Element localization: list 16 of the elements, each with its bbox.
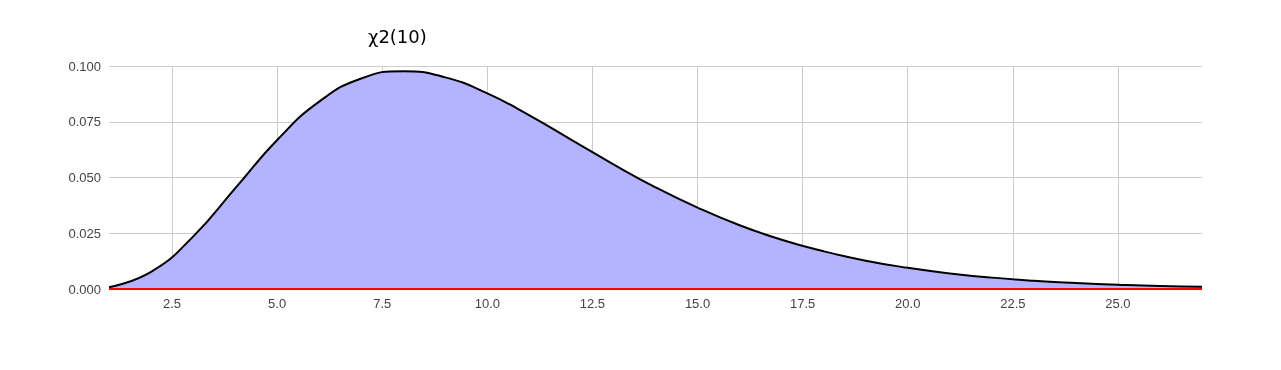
x-tick-label: 17.5 xyxy=(789,296,816,311)
x-tick-label: 25.0 xyxy=(1105,296,1131,311)
x-tick-label: 10.0 xyxy=(474,296,500,311)
y-tick-label: 0.025 xyxy=(68,225,101,241)
x-tick-label: 12.5 xyxy=(579,296,606,311)
x-tick-label: 2.5 xyxy=(163,296,182,311)
y-tick-label: 0.000 xyxy=(68,281,101,297)
x-tick-label: 22.5 xyxy=(1000,296,1026,311)
y-tick-label: 0.075 xyxy=(68,114,101,130)
x-tick-label: 7.5 xyxy=(373,296,392,311)
x-tick-label: 5.0 xyxy=(268,296,287,311)
x-tick-label: 20.0 xyxy=(895,296,921,311)
x-tick-label: 15.0 xyxy=(684,296,711,311)
y-tick-label: 0.100 xyxy=(68,58,101,74)
y-tick-label: 0.050 xyxy=(68,170,101,185)
chart-title: χ2(10) xyxy=(368,25,427,47)
